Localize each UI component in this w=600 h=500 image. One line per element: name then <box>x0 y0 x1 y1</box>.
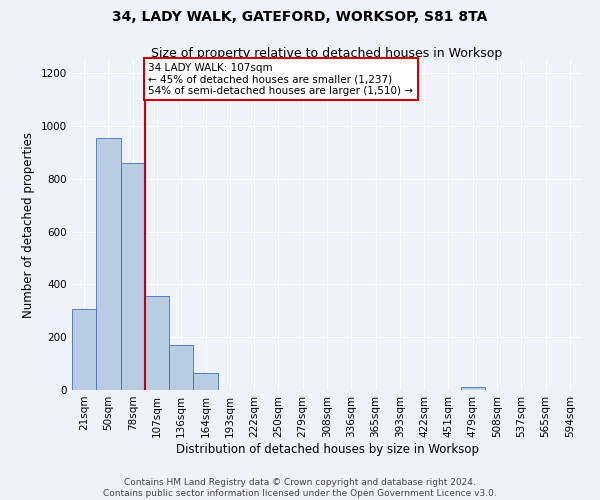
Text: Contains HM Land Registry data © Crown copyright and database right 2024.
Contai: Contains HM Land Registry data © Crown c… <box>103 478 497 498</box>
Y-axis label: Number of detached properties: Number of detached properties <box>22 132 35 318</box>
Bar <box>121 163 145 390</box>
Text: 34, LADY WALK, GATEFORD, WORKSOP, S81 8TA: 34, LADY WALK, GATEFORD, WORKSOP, S81 8T… <box>112 10 488 24</box>
X-axis label: Distribution of detached houses by size in Worksop: Distribution of detached houses by size … <box>176 442 479 456</box>
Bar <box>72 310 96 390</box>
Bar <box>169 345 193 390</box>
Bar <box>461 388 485 390</box>
Bar <box>193 373 218 390</box>
Bar <box>96 138 121 390</box>
Bar <box>145 296 169 390</box>
Title: Size of property relative to detached houses in Worksop: Size of property relative to detached ho… <box>151 47 503 60</box>
Text: 34 LADY WALK: 107sqm
← 45% of detached houses are smaller (1,237)
54% of semi-de: 34 LADY WALK: 107sqm ← 45% of detached h… <box>149 62 413 96</box>
